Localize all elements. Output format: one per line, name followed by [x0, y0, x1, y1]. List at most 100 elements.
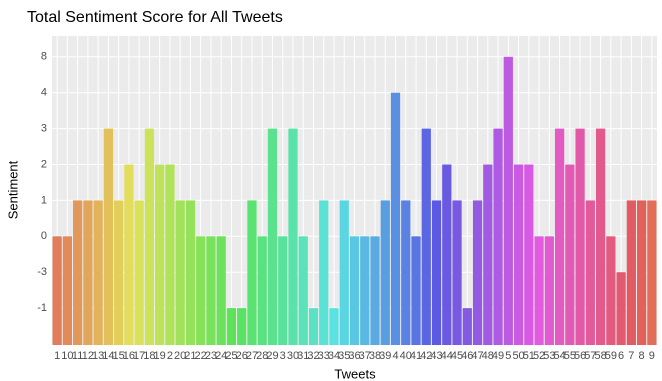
bar [196, 236, 206, 345]
x-tick-label: 41 [410, 350, 422, 362]
bar [185, 200, 196, 345]
bar [370, 236, 380, 345]
x-tick-label: 9 [649, 350, 655, 362]
y-tick-label: 0 [41, 230, 47, 242]
x-tick-label: 58 [594, 350, 606, 362]
bar [401, 200, 411, 345]
bar [483, 164, 493, 345]
bar [62, 236, 72, 345]
x-tick-label: 32 [307, 350, 319, 362]
x-tick-label: 26 [236, 350, 248, 362]
x-tick-label: 57 [584, 350, 596, 362]
bar [360, 236, 370, 345]
x-tick-label: 45 [451, 350, 463, 362]
bar [503, 56, 513, 346]
bar [308, 308, 319, 345]
bar [298, 236, 308, 345]
x-tick-label: 34 [328, 350, 340, 362]
x-tick-label: 13 [92, 350, 104, 362]
x-tick-label: 30 [287, 350, 299, 362]
x-tick-label: 21 [184, 350, 196, 362]
bar [144, 128, 155, 345]
bar [288, 128, 298, 345]
x-tick-label: 51 [523, 350, 535, 362]
x-tick-label: 18 [143, 350, 155, 362]
x-tick-label: 38 [369, 350, 381, 362]
x-tick-label: 7 [628, 350, 634, 362]
bar [616, 272, 626, 345]
bar [103, 128, 114, 345]
bar [462, 308, 472, 345]
x-tick-label: 27 [246, 350, 258, 362]
bar [565, 164, 575, 345]
bar [226, 308, 237, 345]
chart-title: Total Sentiment Score for All Tweets [27, 9, 283, 26]
x-tick-label: 20 [174, 350, 186, 362]
bar [329, 308, 339, 345]
bar [534, 236, 544, 345]
bar [114, 200, 124, 345]
bar [554, 128, 565, 345]
x-tick-label: 12 [82, 350, 94, 362]
x-tick-label: 6 [618, 350, 624, 362]
x-tick-label: 4 [392, 350, 398, 362]
x-tick-label: 14 [102, 350, 114, 362]
x-tick-label: 10 [61, 350, 73, 362]
bar [155, 164, 165, 345]
y-tick-label: 3 [41, 123, 47, 135]
bar [93, 200, 103, 345]
bar [595, 128, 606, 345]
x-tick-label: 50 [512, 350, 524, 362]
bar [647, 200, 657, 345]
bar [319, 200, 329, 345]
x-tick-label: 17 [133, 350, 145, 362]
bar [585, 200, 595, 345]
x-tick-label: 33 [318, 350, 330, 362]
x-tick-label: 22 [195, 350, 207, 362]
y-tick-label: 1 [41, 194, 47, 206]
x-tick-label: 24 [215, 350, 227, 362]
x-tick-label: 42 [420, 350, 432, 362]
x-tick-label: 53 [543, 350, 555, 362]
bar [339, 200, 349, 345]
bar [544, 236, 554, 345]
x-tick-label: 31 [297, 350, 309, 362]
x-tick-label: 48 [482, 350, 494, 362]
x-tick-label: 39 [379, 350, 391, 362]
x-tick-label: 36 [348, 350, 360, 362]
y-tick-label: -3 [37, 266, 47, 278]
bar [124, 164, 134, 345]
x-tick-label: 23 [205, 350, 217, 362]
x-tick-label: 29 [266, 350, 278, 362]
x-tick-label: 44 [441, 350, 453, 362]
x-tick-label: 28 [256, 350, 268, 362]
bar [493, 128, 503, 345]
y-tick-label: -1 [37, 302, 47, 314]
bar [257, 236, 267, 345]
x-tick-label: 56 [574, 350, 586, 362]
x-axis-title: Tweets [334, 366, 376, 381]
x-tick-label: 5 [505, 350, 511, 362]
x-tick-label: 3 [280, 350, 286, 362]
x-tick-label: 25 [225, 350, 237, 362]
bar [175, 200, 185, 345]
x-tick-label: 11 [72, 350, 83, 362]
y-axis-title: Sentiment [5, 160, 20, 219]
bar [626, 200, 636, 345]
bar [472, 200, 483, 345]
x-tick-label: 49 [492, 350, 504, 362]
bar [134, 200, 144, 345]
bar [431, 200, 442, 345]
x-tick-label: 8 [639, 350, 645, 362]
x-tick-label: 46 [461, 350, 473, 362]
bar [165, 164, 175, 345]
bar [267, 128, 278, 345]
x-tick-label: 19 [154, 350, 166, 362]
bar [442, 164, 452, 345]
x-tick-label: 1 [54, 350, 60, 362]
bar [216, 236, 226, 345]
bar [421, 128, 431, 345]
bar [349, 236, 360, 345]
bar [637, 200, 647, 345]
